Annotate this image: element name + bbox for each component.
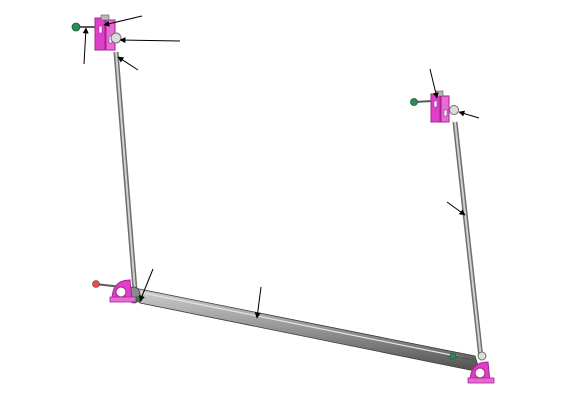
- top-right-bracket: [410, 90, 459, 123]
- callout-arrow: [429, 68, 439, 99]
- knob-icon: [410, 98, 418, 106]
- horizontal-tube: [127, 286, 481, 373]
- callout-arrow: [458, 110, 480, 119]
- callout-arrow: [103, 15, 143, 27]
- right-hanger-rod: [452, 121, 484, 359]
- callout-arrow: [119, 37, 181, 44]
- bottom-left-bracket: [92, 279, 143, 303]
- knob-icon: [71, 22, 81, 32]
- knob-icon: [449, 352, 457, 360]
- callout-arrow: [82, 27, 89, 65]
- callout-arrow: [446, 201, 466, 216]
- top-left-bracket: [71, 14, 122, 51]
- callout-arrow: [254, 286, 262, 319]
- callout-arrow: [117, 56, 139, 71]
- callout-arrow: [139, 268, 154, 302]
- callout-arrows: [82, 15, 480, 319]
- left-hanger-rod: [113, 51, 138, 291]
- bottom-right-bracket: [449, 351, 495, 384]
